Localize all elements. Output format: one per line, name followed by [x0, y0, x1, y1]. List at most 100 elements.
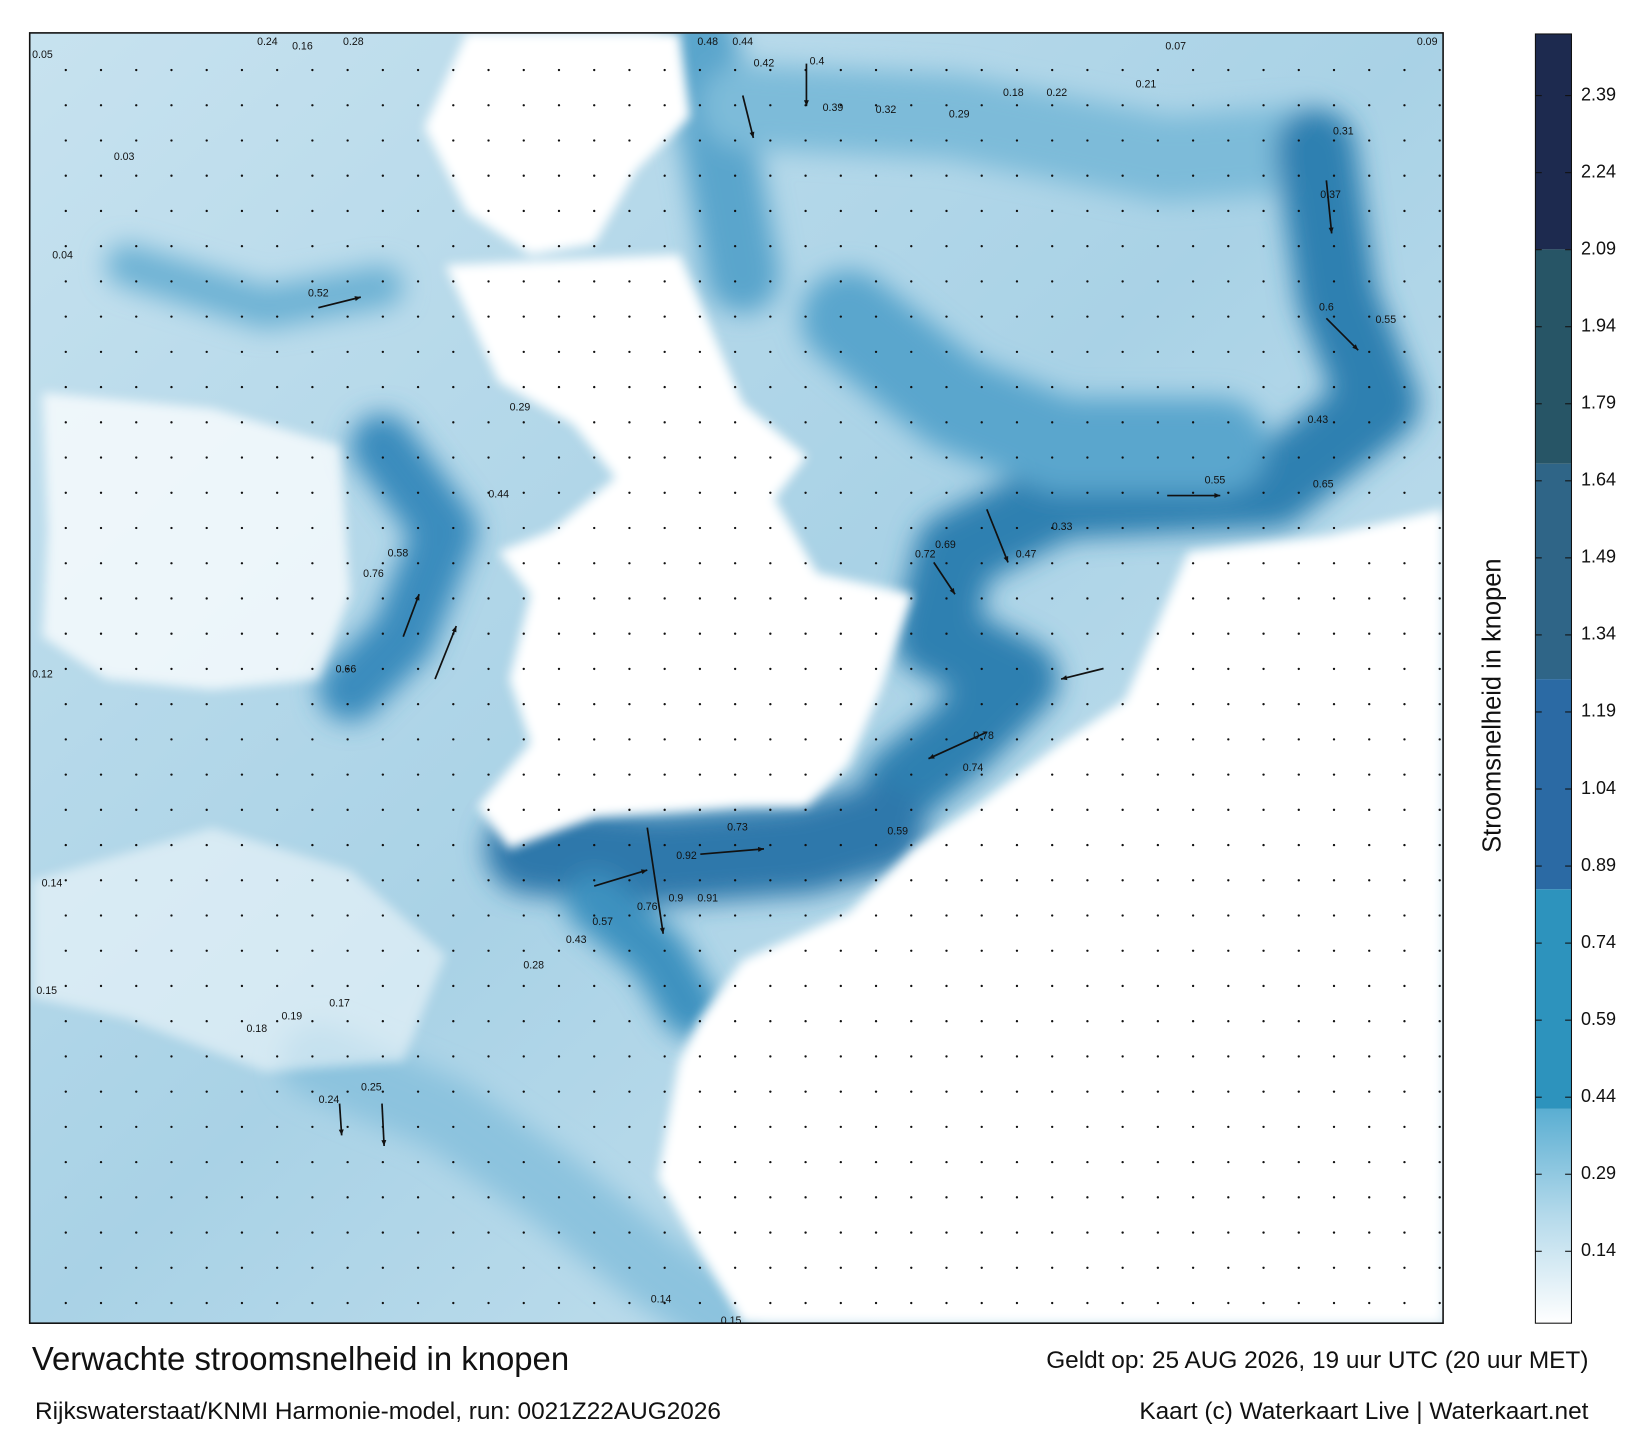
grid-dot	[980, 280, 983, 283]
grid-dot	[1368, 702, 1371, 706]
grid-dot	[416, 315, 420, 318]
grid-dot	[311, 1020, 314, 1023]
grid-dot	[733, 1301, 737, 1305]
grid-dot	[240, 68, 244, 72]
grid-dot	[1297, 104, 1300, 107]
grid-dot	[1156, 421, 1160, 424]
speed-label: 0.14	[42, 878, 63, 890]
grid-dot	[205, 1231, 208, 1234]
grid-dot	[1015, 1020, 1019, 1023]
grid-dot	[240, 385, 244, 389]
grid-dot	[240, 597, 244, 600]
grid-dot	[1227, 1231, 1230, 1234]
grid-dot	[452, 738, 455, 741]
grid-dot	[1086, 385, 1089, 389]
grid-dot	[1438, 562, 1441, 565]
grid-dot	[99, 1266, 103, 1269]
grid-dot	[910, 1090, 913, 1093]
grid-dot	[1332, 984, 1336, 988]
grid-dot	[240, 1301, 244, 1305]
grid-dot	[628, 667, 631, 671]
grid-dot	[769, 491, 772, 494]
grid-dot	[311, 174, 314, 177]
grid-dot	[1156, 632, 1160, 635]
grid-dot	[874, 350, 878, 354]
grid-dot	[522, 385, 525, 389]
grid-dot	[593, 1020, 596, 1023]
grid-dot	[1191, 808, 1195, 812]
grid-dot	[663, 350, 666, 354]
grid-dot	[874, 209, 878, 213]
grid-dot	[1051, 209, 1054, 213]
grid-dot	[1121, 597, 1124, 600]
grid-dot	[522, 562, 525, 565]
grid-dot	[452, 456, 455, 459]
grid-dot	[99, 984, 103, 988]
colorbar-band	[1535, 463, 1572, 680]
grid-dot	[628, 843, 631, 847]
grid-dot	[1368, 280, 1371, 283]
grid-dot	[769, 1055, 772, 1058]
grid-dot	[1086, 1160, 1089, 1164]
grid-dot	[663, 1125, 666, 1129]
grid-dot	[1332, 315, 1336, 318]
grid-dot	[240, 738, 244, 741]
grid-dot	[769, 808, 772, 812]
grid-dot	[311, 1160, 314, 1164]
grid-dot	[170, 104, 173, 107]
grid-dot	[416, 1125, 420, 1129]
grid-dot	[99, 1020, 103, 1023]
grid-dot	[1227, 562, 1230, 565]
grid-dot	[1086, 1196, 1089, 1199]
grid-dot	[1191, 1020, 1195, 1023]
grid-dot	[874, 808, 878, 812]
grid-dot	[1368, 456, 1371, 459]
grid-dot	[275, 1090, 279, 1093]
grid-dot	[1403, 843, 1406, 847]
grid-dot	[135, 667, 138, 671]
grid-dot	[1368, 526, 1371, 530]
grid-dot	[416, 949, 420, 952]
grid-dot	[663, 1266, 666, 1269]
grid-dot	[135, 914, 138, 917]
grid-dot	[205, 526, 208, 530]
grid-dot	[980, 1125, 983, 1129]
grid-dot	[769, 104, 772, 107]
grid-dot	[1227, 68, 1230, 72]
grid-dot	[945, 139, 948, 142]
grid-dot	[99, 1160, 103, 1164]
grid-dot	[1121, 632, 1124, 635]
grid-dot	[135, 1231, 138, 1234]
speed-label: 0.66	[336, 663, 357, 675]
grid-dot	[240, 315, 244, 318]
grid-dot	[1086, 914, 1089, 917]
grid-dot	[381, 1266, 385, 1269]
grid-dot	[980, 491, 983, 494]
grid-dot	[452, 421, 455, 424]
grid-dot	[311, 104, 314, 107]
grid-dot	[1262, 667, 1265, 671]
grid-dot	[240, 702, 244, 706]
grid-dot	[1051, 280, 1054, 283]
grid-dot	[769, 879, 772, 882]
grid-dot	[557, 773, 561, 776]
grid-dot	[980, 949, 983, 952]
grid-dot	[980, 174, 983, 177]
grid-dot	[1368, 1301, 1371, 1305]
grid-dot	[99, 667, 103, 671]
grid-dot	[1051, 385, 1054, 389]
grid-dot	[698, 139, 702, 142]
grid-dot	[593, 879, 596, 882]
grid-dot	[381, 773, 385, 776]
speed-label: 0.72	[915, 549, 936, 561]
grid-dot	[240, 526, 244, 530]
grid-dot	[839, 984, 842, 988]
grid-dot	[663, 104, 666, 107]
grid-dot	[99, 914, 103, 917]
grid-dot	[64, 843, 67, 847]
grid-dot	[205, 68, 208, 72]
grid-dot	[170, 1266, 173, 1269]
grid-dot	[170, 174, 173, 177]
grid-dot	[452, 1196, 455, 1199]
grid-dot	[346, 597, 349, 600]
